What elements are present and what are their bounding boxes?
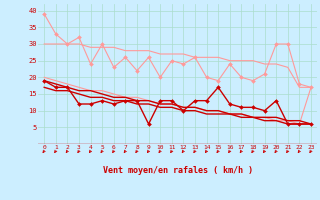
X-axis label: Vent moyen/en rafales ( km/h ): Vent moyen/en rafales ( km/h ) bbox=[103, 166, 252, 175]
